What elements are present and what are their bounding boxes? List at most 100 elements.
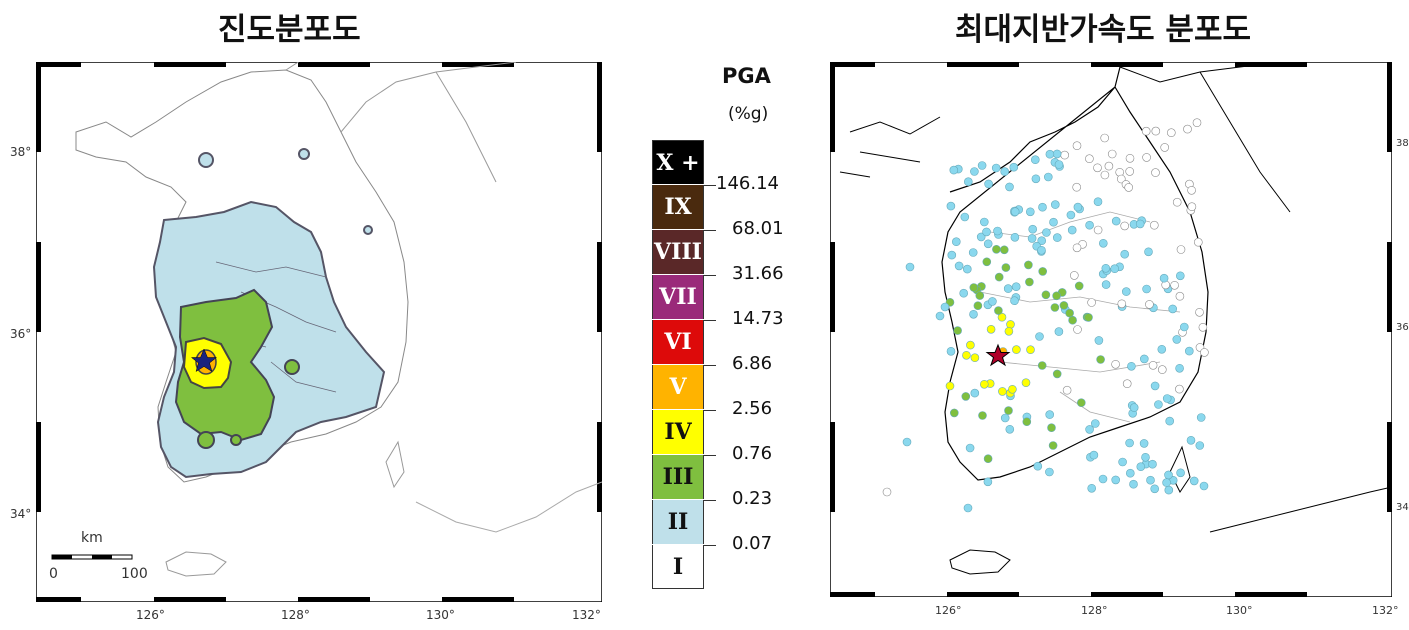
station-marker [978,411,987,420]
station-marker [1150,381,1160,391]
station-marker [1157,344,1167,354]
station-marker [1164,470,1173,480]
station-marker [1101,264,1111,273]
station-marker [1198,322,1208,332]
station-marker [1111,216,1121,226]
station-marker [1031,174,1041,184]
station-marker [1044,172,1053,182]
station-marker [1038,267,1047,276]
station-marker [1012,345,1021,354]
station-marker [973,301,983,310]
left-lon-label-128: 128° [281,608,310,622]
map-frame-top [36,62,602,602]
legend-threshold-value: 2.56 [732,398,773,419]
station-marker [984,179,993,189]
station-marker [1172,335,1182,344]
legend-tick [704,320,716,321]
station-marker [1164,485,1174,495]
station-marker [1042,228,1051,237]
station-marker [1142,284,1151,294]
legend-threshold-value: 0.76 [732,443,773,464]
station-marker [1195,308,1204,317]
station-marker [954,261,964,271]
station-marker [1065,308,1074,318]
station-marker [1166,128,1176,137]
station-marker [961,392,971,401]
station-marker [1077,398,1086,408]
station-marker [970,353,980,363]
station-marker [1151,168,1160,177]
legend-class-8: VIII [652,230,704,274]
legend-unit: (%g) [728,104,769,124]
station-marker [1093,197,1103,206]
left-lon-label-130: 130° [426,608,455,622]
station-marker [963,264,972,274]
station-marker [1148,360,1158,370]
station-marker [952,237,961,246]
station-marker [1004,406,1013,415]
station-marker [1089,450,1099,460]
station-marker [1045,149,1055,159]
right-map-title: 최대지반가속도 분포도 [955,12,1251,48]
station-marker [980,379,989,389]
epicenter-star-icon [190,348,218,373]
station-marker [1037,246,1046,255]
station-marker [1175,291,1185,301]
station-marker [1176,245,1186,254]
station-marker [1000,245,1009,255]
station-marker [970,167,979,176]
station-marker [1010,296,1019,305]
station-marker [946,201,956,211]
station-marker [966,340,975,350]
station-marker [1193,237,1203,247]
station-marker [1142,153,1151,162]
station-marker [1141,452,1150,462]
station-marker [1187,186,1196,195]
station-marker [1031,155,1040,164]
station-marker [1139,439,1149,448]
station-marker [882,487,892,497]
station-marker [1118,457,1127,467]
legend-threshold-value: 0.07 [732,533,773,554]
station-marker [1028,224,1037,234]
station-marker [1186,435,1196,445]
station-marker [1073,202,1083,212]
station-marker [1045,410,1054,419]
station-marker [1047,423,1056,433]
station-marker [1084,313,1093,322]
station-marker [1187,202,1197,211]
station-marker [1041,290,1051,300]
station-marker [1090,419,1100,428]
station-marker [1003,284,1013,293]
station-marker [1125,154,1135,163]
station-marker [1066,210,1076,220]
station-marker [1024,260,1033,270]
station-marker [1127,361,1136,371]
station-marker [1073,325,1082,334]
left-lat-label-34: 34° [10,507,32,521]
station-marker [983,454,993,464]
right-lon-label-126: 126° [935,604,962,617]
legend-class-5: V [652,365,704,409]
scale-end-label: 100 [121,566,148,582]
station-marker [1093,225,1103,235]
station-marker [1122,379,1132,389]
station-marker [983,477,993,487]
station-marker [959,288,968,298]
station-marker [1162,478,1171,487]
station-markers [882,118,1209,513]
station-marker [1093,163,1102,173]
station-marker [1116,174,1126,184]
station-marker [1011,282,1021,291]
station-marker [1021,378,1031,388]
station-marker [1100,133,1110,143]
legend-class-3: III [652,455,704,499]
station-marker [970,388,980,398]
station-marker [982,257,992,267]
station-marker [1175,384,1184,394]
station-marker [977,161,987,170]
left-lat-label-38: 38° [10,145,32,159]
station-marker [1111,359,1120,369]
legend-tick [704,275,716,276]
station-marker [940,302,950,312]
